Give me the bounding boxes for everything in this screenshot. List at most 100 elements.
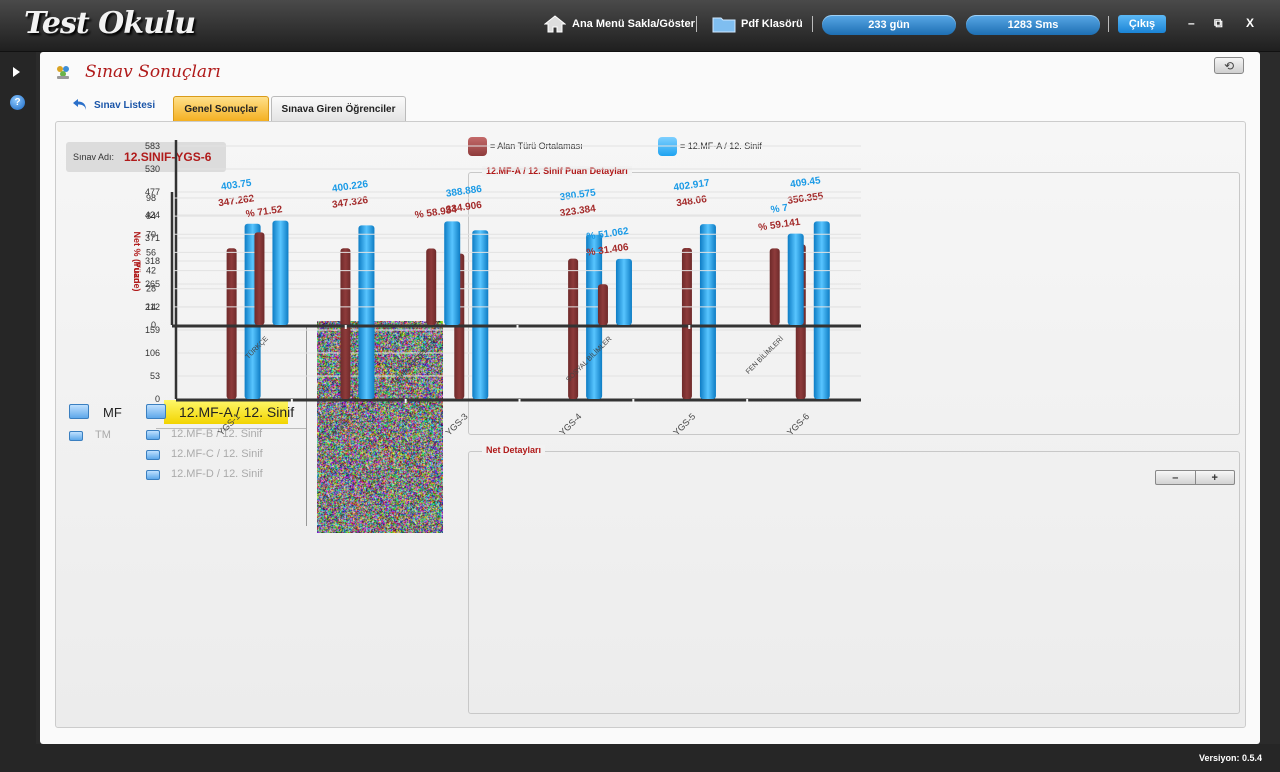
bar-class xyxy=(787,233,804,325)
bar-class xyxy=(586,233,603,399)
data-label-class: 402.917 xyxy=(673,178,711,194)
data-label-average: 347.262 xyxy=(218,193,256,209)
y-tick-label: 56 xyxy=(146,247,156,257)
divider xyxy=(696,16,697,32)
menu-toggle-button[interactable]: Ana Menü Sakla/Göster xyxy=(544,14,695,34)
y-tick-label: 70 xyxy=(146,229,156,239)
tree-selection-highlight xyxy=(164,400,288,424)
page-title: Sınav Sonuçları xyxy=(85,62,221,82)
data-label-average: % 59.141 xyxy=(758,217,802,234)
y-tick-label: 159 xyxy=(145,325,160,335)
data-label-average: 356.355 xyxy=(787,191,825,207)
data-label-class: 403.75 xyxy=(220,178,252,193)
exam-list-link[interactable]: Sınav Listesi xyxy=(72,98,155,112)
folder-icon xyxy=(146,404,166,419)
exam-list-label: Sınav Listesi xyxy=(94,99,156,111)
zoom-control: – + xyxy=(1155,470,1235,485)
version-label: Versiyon: 0.5.4 xyxy=(1198,753,1262,763)
y-tick-label: 530 xyxy=(145,164,160,174)
left-rail: ? xyxy=(0,52,36,768)
data-label-class: % 7 xyxy=(770,202,789,215)
tree-class-mf-a[interactable]: 12.MF-A / 12. Sinif xyxy=(179,404,295,420)
score-chart-title: 12.MF-A / 12. Sinif Puan Detayları xyxy=(482,166,632,176)
refresh-icon: ⟲ xyxy=(1223,58,1235,73)
folder-icon xyxy=(69,404,89,419)
data-label-class: 400.226 xyxy=(331,179,369,195)
bar-class xyxy=(272,220,289,325)
bar-average xyxy=(340,248,351,399)
bar-average xyxy=(226,248,237,399)
bar-class xyxy=(699,224,716,399)
pdf-folder-button[interactable]: Pdf Klasörü xyxy=(712,14,803,34)
tree-divider xyxy=(156,428,306,429)
minimize-button[interactable]: – xyxy=(1188,16,1195,30)
bar-class xyxy=(472,230,489,399)
close-button[interactable]: X xyxy=(1246,16,1255,30)
exam-name-label: Sınav Adı: xyxy=(73,152,115,162)
y-tick-label: 98 xyxy=(146,193,156,203)
folder-icon xyxy=(712,17,736,33)
home-icon xyxy=(544,15,566,33)
folder-icon xyxy=(146,450,160,460)
y-tick-label: 371 xyxy=(145,233,160,243)
y-tick-label: 42 xyxy=(146,266,156,276)
help-icon[interactable]: ? xyxy=(10,95,25,110)
folder-icon xyxy=(146,430,160,440)
bar-class xyxy=(358,225,375,399)
y-tick-label: 106 xyxy=(145,348,160,358)
menu-toggle-label: Ana Menü Sakla/Göster xyxy=(572,18,695,30)
bar-average xyxy=(769,248,780,325)
data-label-class: 380.575 xyxy=(559,187,597,203)
status-bar: Versiyon: 0.5.4 xyxy=(0,744,1280,772)
people-icon xyxy=(57,66,69,79)
app-title: Test Okulu xyxy=(24,6,196,41)
y-tick-label: 84 xyxy=(146,211,156,221)
back-arrow-icon xyxy=(73,99,86,110)
data-label-class: 388.886 xyxy=(445,184,483,200)
score-chart-frame xyxy=(468,172,1240,435)
main-panel: Sınav Sonuçları ⟲ Sınav Listesi Genel So… xyxy=(40,52,1260,744)
y-tick-label: 0 xyxy=(151,320,156,330)
logout-button[interactable]: Çıkış xyxy=(1118,15,1166,33)
folder-icon xyxy=(69,431,83,441)
divider xyxy=(812,16,813,32)
bar-class xyxy=(813,221,830,399)
bar-average xyxy=(568,258,579,399)
data-label-average: % 71.52 xyxy=(245,204,283,220)
tree-class-mf-d[interactable]: 12.MF-D / 12. Sinif xyxy=(171,468,263,480)
net-chart-title: Net Detayları xyxy=(482,445,546,455)
bar-average xyxy=(681,247,692,399)
sms-count-badge: 1283 Sms xyxy=(966,15,1100,35)
restore-button[interactable]: ⧉ xyxy=(1214,16,1223,30)
zoom-out-button[interactable]: – xyxy=(1156,471,1196,484)
y-tick-label: 212 xyxy=(145,302,160,312)
tree-class-mf-c[interactable]: 12.MF-C / 12. Sinif xyxy=(171,448,263,460)
bar-class xyxy=(615,258,632,325)
y-tick-label: 28 xyxy=(146,284,156,294)
days-remaining-badge: 233 gün xyxy=(822,15,956,35)
data-label-average: 334.906 xyxy=(445,200,483,216)
expand-arrow-icon[interactable] xyxy=(13,67,20,77)
tree-class-mf-b[interactable]: 12.MF-B / 12. Sinif xyxy=(171,428,263,440)
tree-group-tm[interactable]: TM xyxy=(95,429,111,441)
y-tick-label: 53 xyxy=(150,371,160,381)
bar-average xyxy=(426,248,437,325)
tree-group-mf[interactable]: MF xyxy=(103,405,122,420)
tree-divider xyxy=(306,326,307,526)
results-content: Sınav Adı: 12.SINIF-YGS-6 MF TM 12.MF-A … xyxy=(55,121,1246,728)
image-placeholder xyxy=(317,321,443,533)
data-label-class: 409.45 xyxy=(790,175,822,190)
y-axis-label: Puan xyxy=(132,261,142,283)
refresh-button[interactable]: ⟲ xyxy=(1214,57,1244,74)
title-bar: Test Okulu Ana Menü Sakla/Göster Pdf Kla… xyxy=(0,0,1280,52)
bar-class xyxy=(444,221,461,325)
exam-name-value: 12.SINIF-YGS-6 xyxy=(124,150,212,164)
tab-general-results[interactable]: Genel Sonuçlar xyxy=(173,96,269,121)
data-label-average: 323.384 xyxy=(559,203,597,219)
tab-exam-students[interactable]: Sınava Giren Öğrenciler xyxy=(271,96,406,121)
data-label-average: % 58.984 xyxy=(414,204,458,221)
zoom-in-button[interactable]: + xyxy=(1211,471,1218,484)
data-label-average: % 31.406 xyxy=(586,242,630,259)
x-tick-label: YGS-3 xyxy=(444,411,470,437)
